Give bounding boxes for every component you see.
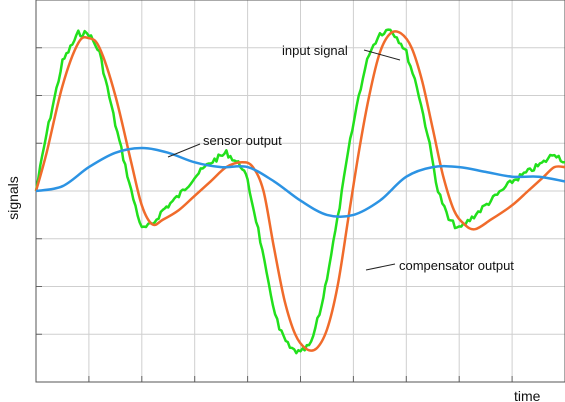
annotation-compensator-output: compensator output	[399, 258, 514, 273]
annotation-layer: input signal sensor output compensator out…	[167, 43, 514, 273]
y-axis-label: signals	[5, 176, 21, 220]
annotation-input-signal-leader	[363, 49, 401, 61]
annotation-sensor-output: sensor output	[203, 133, 282, 148]
series-line-compensator-output	[34, 30, 565, 352]
x-axis-label: time	[514, 388, 541, 402]
annotation-compensator-output-leader	[365, 263, 396, 271]
series-line-input-signal	[34, 28, 565, 355]
series-line-sensor-output	[35, 146, 565, 218]
grid-lines	[36, 0, 565, 382]
annotation-input-signal: input signal	[282, 43, 348, 58]
series-layer	[34, 28, 565, 355]
annotation-sensor-output-leader	[167, 143, 201, 158]
